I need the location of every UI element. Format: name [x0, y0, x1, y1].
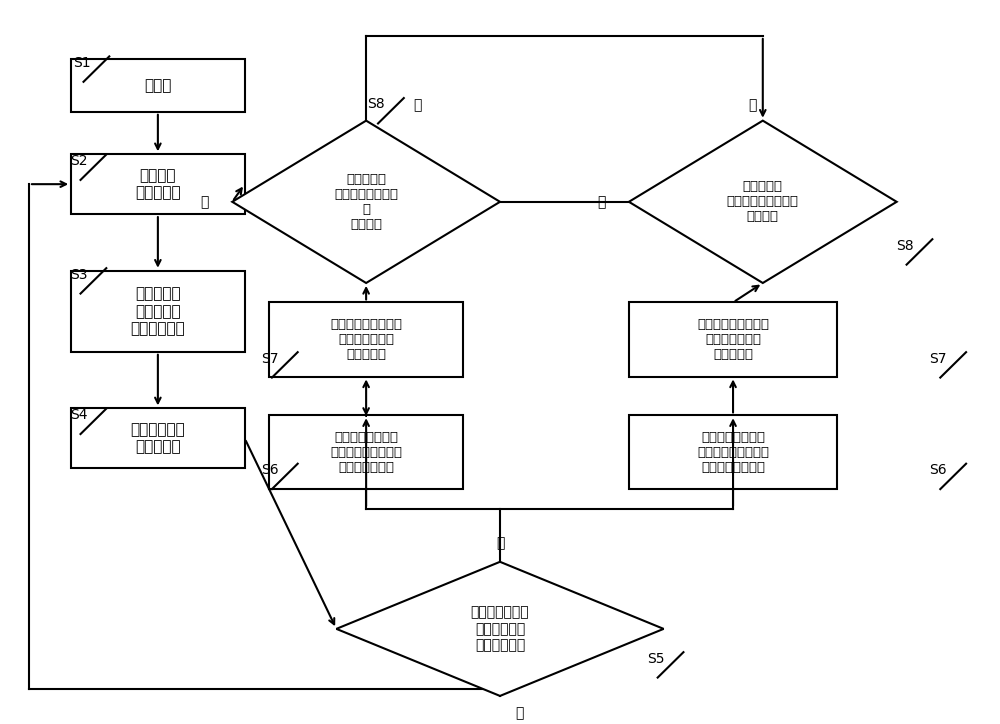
Text: S8: S8 [896, 239, 913, 253]
Text: S4: S4 [70, 408, 87, 422]
Text: 峰值位置离
信号起始或结束位置
一定范围: 峰值位置离 信号起始或结束位置 一定范围 [727, 180, 799, 223]
Text: 计算取出信号与参考
信号相关结果的
的峰值位置: 计算取出信号与参考 信号相关结果的 的峰值位置 [697, 318, 769, 361]
Text: 峰值位置离
信号起始或结束位
置
一定范围: 峰值位置离 信号起始或结束位 置 一定范围 [334, 173, 398, 231]
Text: S5: S5 [647, 652, 664, 665]
Text: 前后两个处理块
峰值位置差值
小于一定范围: 前后两个处理块 峰值位置差值 小于一定范围 [471, 606, 529, 652]
Polygon shape [629, 121, 897, 283]
Text: S3: S3 [70, 268, 87, 282]
Text: S7: S7 [930, 352, 947, 366]
Text: 是: 是 [749, 98, 757, 112]
Text: 以峰值位置为起始
点，取出当前处理块
一定长度的信号: 以峰值位置为起始 点，取出当前处理块 一定长度的信号 [330, 431, 402, 474]
FancyBboxPatch shape [71, 408, 245, 468]
FancyBboxPatch shape [629, 416, 837, 489]
Text: 是: 是 [414, 98, 422, 112]
FancyBboxPatch shape [629, 303, 837, 376]
Text: S6: S6 [930, 463, 947, 477]
Text: S6: S6 [261, 463, 279, 477]
FancyBboxPatch shape [71, 271, 245, 352]
Polygon shape [232, 121, 500, 283]
Text: 以峰值位置为起始
点，取出前一个处理
块一定长度的信号: 以峰值位置为起始 点，取出前一个处理 块一定长度的信号 [697, 431, 769, 474]
Polygon shape [336, 562, 664, 696]
FancyBboxPatch shape [269, 303, 463, 376]
Text: 初始化: 初始化 [144, 78, 172, 93]
Text: S2: S2 [70, 154, 87, 168]
Text: S8: S8 [367, 98, 385, 111]
Text: 是: 是 [496, 536, 504, 550]
Text: 采集信号
更新处理块: 采集信号 更新处理块 [135, 168, 181, 201]
FancyBboxPatch shape [71, 154, 245, 214]
FancyBboxPatch shape [71, 59, 245, 111]
Text: 处理信号块
与参考信号
进行相关运算: 处理信号块 与参考信号 进行相关运算 [130, 286, 185, 336]
FancyBboxPatch shape [269, 416, 463, 489]
Text: S7: S7 [261, 352, 279, 366]
Text: 否: 否 [597, 195, 605, 209]
Text: 否: 否 [200, 195, 209, 209]
Text: S1: S1 [73, 56, 90, 70]
Text: 计算取出信号与参考
信号相关结果的
的峰值位置: 计算取出信号与参考 信号相关结果的 的峰值位置 [330, 318, 402, 361]
Text: 否: 否 [516, 707, 524, 720]
Text: 计算相关运算
的峰值位置: 计算相关运算 的峰值位置 [130, 422, 185, 455]
